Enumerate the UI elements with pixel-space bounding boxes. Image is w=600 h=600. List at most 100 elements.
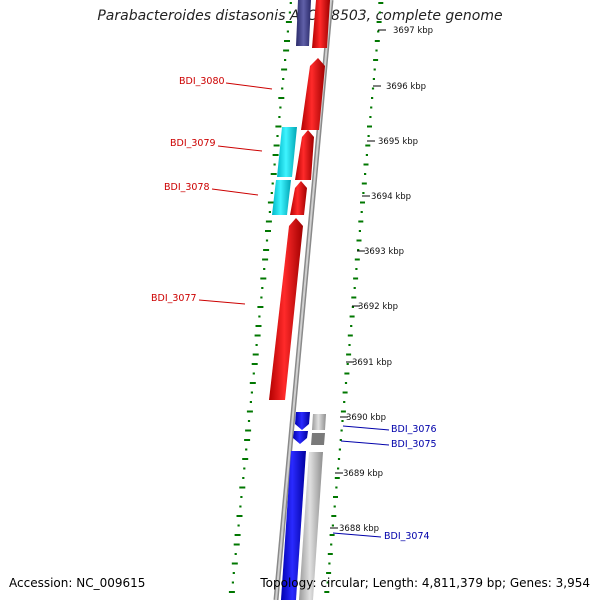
gene-arrow-bdi-3074 — [281, 451, 306, 600]
gc-dot — [371, 87, 375, 90]
gc-dot — [344, 382, 348, 384]
gc-dot — [251, 363, 258, 365]
gc-dot — [333, 496, 338, 498]
gc-dot — [288, 11, 291, 14]
gc-dot — [375, 49, 378, 52]
gc-dot — [346, 363, 349, 365]
gene-block-cyan-lower — [272, 180, 291, 215]
gene-block-cyan-upper — [277, 127, 297, 177]
blue-leader-lines — [332, 425, 390, 538]
gc-dot — [331, 515, 337, 517]
gene-label-bdi-3074: BDI_3074 — [384, 531, 430, 542]
gc-dot — [265, 230, 271, 232]
gc-dot — [243, 467, 246, 470]
gc-dot — [236, 515, 243, 517]
gc-dot — [270, 192, 273, 194]
gc-dot — [367, 135, 370, 137]
gc-dot — [350, 325, 353, 327]
gc-dot — [339, 439, 342, 441]
gc-dot — [249, 382, 256, 384]
gc-dot — [333, 505, 336, 508]
gc-dot — [351, 306, 354, 308]
gc-dot — [337, 467, 340, 470]
gc-dot — [338, 448, 341, 451]
kbp-label-3693: 3693 kbp — [364, 247, 404, 257]
gc-dot — [273, 163, 276, 166]
gc-dot — [263, 268, 266, 270]
gc-dot — [329, 534, 335, 536]
gene-label-bdi-3076: BDI_3076 — [391, 424, 437, 435]
gc-dot — [335, 486, 338, 489]
gc-dot — [239, 505, 242, 508]
gc-dot — [344, 372, 350, 375]
gc-dot — [276, 135, 279, 137]
gc-dot — [364, 173, 367, 175]
gc-dot — [357, 249, 360, 251]
gc-dot — [260, 296, 263, 299]
gc-dot — [365, 144, 371, 147]
gc-dot — [349, 315, 355, 318]
gc-dot — [326, 572, 332, 574]
gc-dot — [246, 410, 253, 413]
gene-partial-top-red — [312, 0, 330, 48]
gc-dot — [278, 97, 285, 99]
gc-dot — [358, 220, 364, 223]
gc-dot — [351, 296, 357, 299]
gene-label-bdi-3075: BDI_3075 — [391, 439, 437, 450]
gc-dot — [334, 477, 340, 479]
gc-dot — [281, 68, 288, 71]
gc-dot — [324, 591, 330, 593]
gc-dot — [271, 182, 274, 185]
gene-label-bdi-3078: BDI_3078 — [164, 182, 210, 193]
accession-label: Accession: NC_009615 — [9, 576, 146, 590]
gc-dot — [265, 239, 269, 242]
gc-dot — [273, 144, 280, 147]
gene-label-bdi-3080: BDI_3080 — [179, 76, 225, 87]
gc-dot — [342, 391, 348, 394]
gene-label-bdi-3077: BDI_3077 — [151, 293, 197, 304]
gc-dot — [361, 182, 367, 185]
gc-dot — [245, 429, 252, 432]
gene-block-grey-2 — [311, 433, 325, 445]
gc-dot — [239, 486, 246, 489]
gc-dot — [367, 125, 372, 128]
gc-dot — [331, 524, 334, 527]
gc-dot — [286, 30, 289, 33]
gc-dot — [255, 344, 258, 346]
gc-dot — [263, 249, 270, 251]
gc-dot — [372, 78, 375, 80]
gene-label-bdi-3079: BDI_3079 — [170, 138, 216, 149]
gc-dot — [289, 2, 292, 4]
gc-dot — [330, 543, 333, 546]
gc-dot — [283, 49, 290, 52]
kbp-tick-marks — [330, 29, 386, 529]
gc-dot — [242, 477, 245, 479]
gc-dot — [369, 116, 372, 118]
gc-dot — [355, 268, 358, 270]
gc-dot — [275, 125, 282, 128]
red-leader-lines — [198, 82, 273, 305]
gc-dot — [244, 439, 251, 441]
gc-dot — [356, 239, 362, 242]
gene-partial-top-navy — [296, 0, 311, 46]
gc-dot — [353, 287, 356, 289]
gc-dot — [358, 230, 361, 232]
gc-dot — [232, 572, 235, 574]
gc-dot — [268, 211, 271, 213]
gc-dot — [371, 97, 374, 99]
gc-dot — [231, 562, 238, 565]
gc-dot — [341, 420, 344, 422]
kbp-label-3692: 3692 kbp — [358, 302, 398, 312]
gc-dot — [337, 458, 341, 460]
gc-content-track — [228, 2, 384, 593]
gene-arrow-bdi-3076 — [295, 412, 310, 430]
gc-dot — [254, 334, 261, 337]
gc-dot — [354, 258, 360, 261]
gc-dot — [234, 553, 237, 555]
gc-dot — [245, 448, 248, 451]
kbp-label-3691: 3691 kbp — [352, 358, 392, 368]
gc-dot — [240, 496, 243, 498]
gc-dot — [255, 325, 262, 327]
gc-dot — [284, 59, 287, 61]
